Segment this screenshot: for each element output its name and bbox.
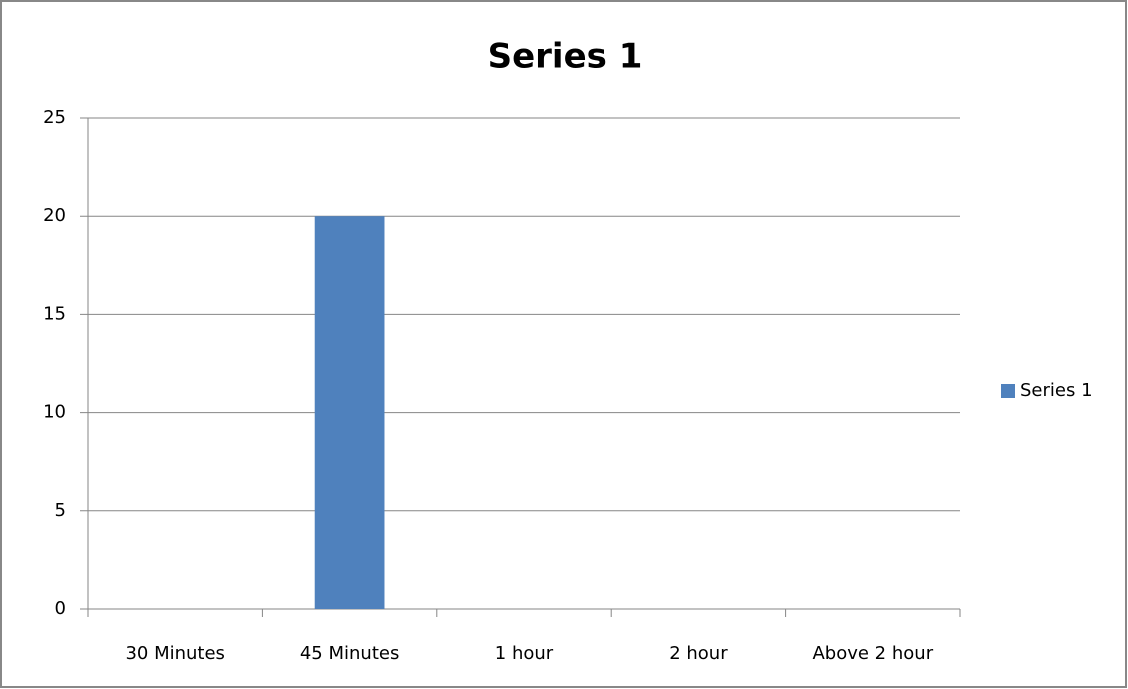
- y-tick-label: 15: [43, 303, 66, 324]
- x-tick-label: 1 hour: [495, 643, 554, 664]
- legend-label: Series 1: [1020, 380, 1093, 401]
- chart-title: Series 1: [488, 37, 643, 77]
- x-tick-label: Above 2 hour: [812, 643, 933, 664]
- y-tick-label: 5: [55, 500, 66, 521]
- bar: [314, 216, 385, 609]
- x-tick-label: 30 Minutes: [125, 643, 224, 664]
- y-tick-label: 0: [55, 598, 66, 619]
- y-tick-label: 25: [43, 107, 66, 128]
- x-tick-label: 2 hour: [669, 643, 728, 664]
- legend-swatch: [1001, 384, 1015, 398]
- x-tick-label: 45 Minutes: [300, 643, 399, 664]
- y-tick-label: 10: [43, 402, 66, 423]
- y-tick-label: 20: [43, 205, 66, 226]
